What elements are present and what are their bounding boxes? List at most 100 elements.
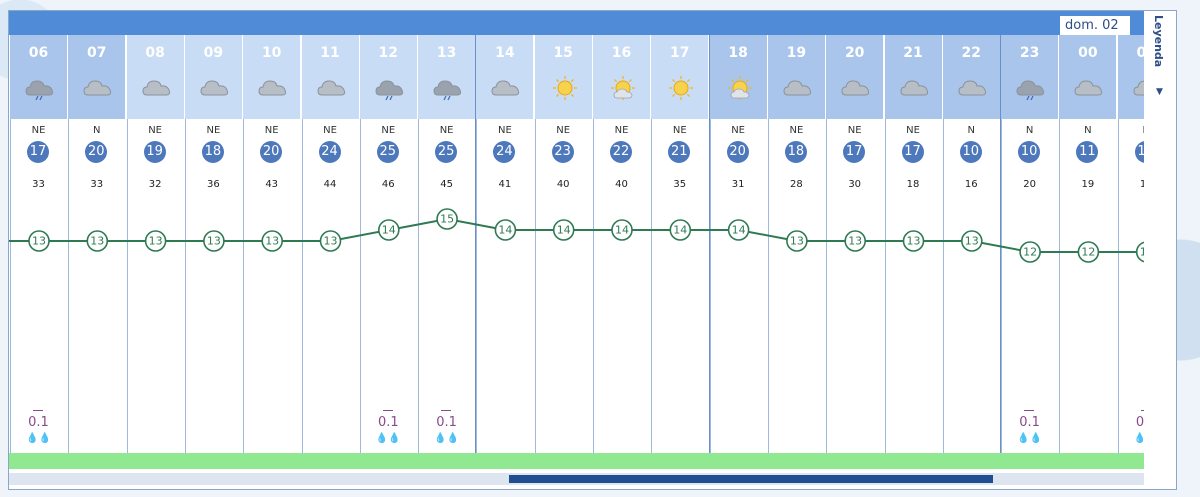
hour-column: 22 N 10 16 — [941, 35, 1000, 455]
temperature-label: 12 — [1081, 246, 1095, 259]
hour-header — [593, 35, 650, 119]
temperature-chart: 13 13 13 13 13 13 14 15 14 14 14 14 14 13 13 13 13 12 12 12 — [9, 208, 1145, 263]
wind-gust: 43 — [265, 179, 279, 190]
temperature-label: 13 — [265, 235, 279, 248]
wind-gust: 45 — [440, 179, 453, 190]
cloud-icon — [316, 75, 348, 101]
hour-label: 12 — [378, 45, 399, 61]
temperature-point: 12 — [1077, 241, 1100, 263]
temperature-point: 14 — [552, 219, 575, 241]
temperature-label: 13 — [790, 235, 804, 248]
wind-direction: NE — [906, 125, 920, 136]
wind-speed-badge: 11 — [1076, 141, 1099, 163]
rain-bar — [1024, 410, 1035, 411]
wind-speed-badge: 25 — [435, 141, 458, 163]
temperature-point: 14 — [494, 219, 517, 241]
wind-direction: NE — [672, 125, 687, 136]
wind-speed-badge: 19 — [143, 141, 166, 163]
sun-cloud-icon — [607, 75, 639, 101]
hour-column: 19 NE 18 28 — [766, 35, 825, 455]
hour-body — [651, 119, 709, 455]
wind-direction: NE — [439, 125, 454, 136]
wind-gust: 31 — [731, 179, 745, 190]
temperature-label: 13 — [90, 235, 104, 248]
hour-body — [593, 119, 651, 455]
hour-body — [476, 119, 534, 455]
hour-column: 10 NE 20 43 — [242, 35, 301, 455]
rain-drops-icon: 💧💧 — [1133, 433, 1146, 444]
hour-label: 17 — [670, 45, 690, 61]
hour-header — [767, 35, 825, 119]
cloud-icon — [899, 75, 931, 101]
hour-body — [68, 119, 126, 455]
hour-label: 09 — [203, 45, 224, 61]
hour-label: 20 — [844, 45, 865, 61]
temperature-point: 13 — [960, 230, 983, 252]
rain-bar — [382, 410, 393, 411]
hour-column: 15 NE 23 40 — [533, 35, 593, 455]
wind-gust: 40 — [615, 179, 628, 190]
rain-bar — [33, 410, 43, 411]
hour-column: 17 NE 21 35 — [650, 35, 709, 455]
hour-label: 14 — [495, 45, 515, 61]
wind-gust: 40 — [556, 179, 570, 190]
hour-header — [651, 35, 709, 119]
hour-label: 08 — [145, 45, 165, 61]
temperature-label: 14 — [732, 224, 746, 237]
sun-icon — [549, 75, 581, 101]
temperature-point: 12 — [1135, 241, 1145, 263]
hour-column: 12 NE 25 46 0.1 💧💧 — [358, 35, 418, 455]
wind-speed-badge: 17 — [27, 141, 49, 163]
wind-speed-badge: 10 — [959, 141, 982, 163]
wind-direction: N — [1118, 125, 1145, 136]
rain-amount: 0.1 — [1019, 415, 1040, 430]
hour-header — [884, 35, 942, 119]
rain-bar — [1140, 410, 1145, 411]
wind-direction: NE — [731, 125, 745, 136]
hour-column: 09 NE 18 36 — [183, 35, 243, 455]
temperature-point: 14 — [377, 219, 400, 241]
horizontal-scrollbar[interactable] — [9, 473, 1145, 485]
hour-body — [359, 119, 418, 455]
chevron-down-icon[interactable]: ▼ — [1156, 87, 1163, 97]
wind-gust: 33 — [32, 179, 45, 190]
temperature-point: 13 — [844, 230, 867, 252]
hour-header — [126, 35, 184, 119]
hour-body — [184, 119, 243, 455]
wind-speed-badge: 17 — [843, 141, 866, 163]
wind-direction: NE — [31, 125, 46, 136]
hour-header — [68, 35, 126, 119]
hour-body — [243, 119, 301, 455]
hour-label: 11 — [320, 45, 340, 61]
temperature-label: 13 — [965, 235, 979, 248]
temperature-point: 12 — [1019, 241, 1041, 263]
wind-gust: 20 — [1023, 179, 1036, 190]
day-label: dom. 02 — [1059, 15, 1131, 35]
hour-body — [534, 119, 593, 455]
legend-panel[interactable]: Leyenda ▼ — [1144, 10, 1177, 490]
wind-gust: 33 — [90, 179, 104, 190]
wind-direction: NE — [789, 125, 804, 136]
hour-header — [359, 35, 417, 119]
hour-label: 16 — [611, 45, 632, 61]
wind-gust: 18 — [906, 179, 920, 190]
rain-cloud-icon — [24, 75, 56, 101]
scrollbar-thumb[interactable] — [508, 475, 993, 483]
wind-direction: NE — [206, 125, 221, 136]
hour-label: 10 — [261, 45, 282, 61]
hour-label: 21 — [903, 45, 923, 61]
wind-speed-badge: 24 — [318, 141, 341, 163]
rain-cloud-icon — [432, 75, 464, 101]
cloud-icon — [199, 75, 231, 101]
hour-column: 20 NE 17 30 — [825, 35, 884, 455]
hourly-columns: 06 NE 17 33 0.1 💧💧 07 N 20 33 08 NE 19 3… — [9, 35, 1145, 455]
cloud-icon — [141, 75, 173, 101]
temperature-label: 13 — [207, 235, 221, 248]
rain-amount: 0.1 — [1135, 415, 1145, 430]
hour-body — [1117, 119, 1145, 455]
legend-label[interactable]: Leyenda — [1152, 15, 1165, 68]
hour-label: 19 — [786, 45, 807, 61]
temperature-point: 13 — [203, 230, 225, 252]
hour-label: 18 — [728, 45, 748, 61]
wind-direction: NE — [148, 125, 162, 136]
